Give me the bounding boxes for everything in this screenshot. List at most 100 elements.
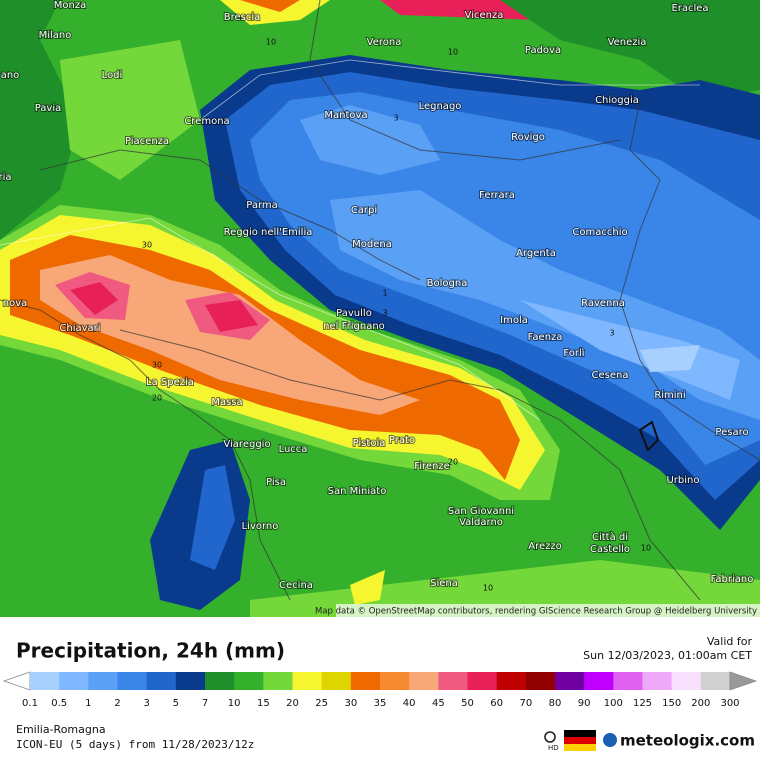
legend-swatch xyxy=(409,672,439,690)
legend-tick-label: 45 xyxy=(432,698,445,709)
city-label: Monza xyxy=(54,0,86,11)
contour-label: 10 xyxy=(266,38,276,47)
legend-tick-label: 200 xyxy=(691,698,710,709)
contour-label: 10 xyxy=(483,584,493,593)
region: Emilia-Romagna xyxy=(16,723,106,736)
valid-time: Sun 12/03/2023, 01:00am CET xyxy=(583,649,752,662)
city-label: Cremona xyxy=(184,116,229,127)
brand[interactable]: meteologix.com xyxy=(620,732,755,750)
legend-arrow-high xyxy=(729,671,758,691)
city-label: Castello xyxy=(590,544,630,555)
city-label: Ferrara xyxy=(479,190,515,201)
legend-arrow-low xyxy=(2,671,31,691)
city-label: Massa xyxy=(211,397,242,408)
city-label: Imola xyxy=(500,315,528,326)
city-label: Fabriano xyxy=(711,574,754,585)
city-label: Viareggio xyxy=(223,439,270,450)
city-label: Modena xyxy=(352,239,392,250)
legend-tick-label: 40 xyxy=(403,698,416,709)
hd[interactable]: HD xyxy=(548,744,559,752)
legend-swatch xyxy=(467,672,498,690)
legend-tick-label: 15 xyxy=(257,698,270,709)
legend-tick-label: 125 xyxy=(633,698,652,709)
city-label: San Miniato xyxy=(328,486,387,497)
legend-tick-label: 80 xyxy=(549,698,562,709)
city-label: Bologna xyxy=(427,278,468,289)
legend-tick-label: 35 xyxy=(374,698,387,709)
valid-label: Valid for xyxy=(707,635,753,648)
legend-swatch xyxy=(175,672,206,690)
legend-swatch xyxy=(496,672,527,690)
city-label: Piacenza xyxy=(125,136,169,147)
legend-tick-label: 5 xyxy=(173,698,179,709)
flag-gold xyxy=(564,744,596,751)
contour-label: 30 xyxy=(142,241,152,250)
city-label: ria xyxy=(0,172,12,183)
legend-swatch xyxy=(88,672,118,690)
attribution: Map data © OpenStreetMap contributors, r… xyxy=(315,607,757,617)
legend-swatch xyxy=(584,672,614,690)
city-label: Firenze xyxy=(414,461,450,472)
city-labels: Monza Brescia Vicenza Eraclea Milano Verona Pa… xyxy=(0,0,754,592)
legend-tick-label: 70 xyxy=(519,698,532,709)
legend-tick-label: 10 xyxy=(228,698,241,709)
contour-label: 3 xyxy=(609,329,614,338)
legend-swatch xyxy=(205,672,235,690)
legend-tick-label: 60 xyxy=(490,698,503,709)
legend-swatch xyxy=(380,672,410,690)
legend-swatch xyxy=(350,672,381,690)
legend-swatch xyxy=(438,672,468,690)
city-label: nova xyxy=(3,298,28,309)
city-label: Reggio nell'Emilia xyxy=(224,227,313,238)
city-label: Comacchio xyxy=(572,227,627,238)
legend-tick-label: 150 xyxy=(662,698,681,709)
city-label: Venezia xyxy=(608,37,647,48)
legend-tick-label: 100 xyxy=(604,698,623,709)
city-label: Pavia xyxy=(35,103,62,114)
city-label: Pistoia xyxy=(353,438,386,449)
contour-label: 3 xyxy=(382,309,387,318)
map: Monza Brescia Vicenza Eraclea Milano Verona Pa… xyxy=(0,0,760,617)
city-label: Vicenza xyxy=(465,10,504,21)
legend-swatch xyxy=(700,672,731,690)
city-label: Legnago xyxy=(419,101,462,112)
city-label: Brescia xyxy=(224,12,261,23)
legend-tick-label: 300 xyxy=(720,698,739,709)
legend-swatch xyxy=(59,672,89,690)
contour-label: 10 xyxy=(448,48,458,57)
legend-tick-label: 20 xyxy=(286,698,299,709)
city-label: Carpi xyxy=(351,205,377,216)
city-label: Argenta xyxy=(516,248,556,259)
legend-tick-label: 7 xyxy=(202,698,208,709)
city-label: Città di xyxy=(592,531,628,543)
city-label: ano xyxy=(1,70,20,81)
legend-swatch xyxy=(117,672,148,690)
model: ICON-EU (5 days) from 11/28/2023/12z xyxy=(16,738,254,751)
flag-black xyxy=(564,730,596,737)
city-label: Mantova xyxy=(324,110,367,121)
city-label: Cesena xyxy=(592,370,629,381)
city-label: nel Frignano xyxy=(323,321,385,332)
city-label: La Spezia xyxy=(146,377,194,388)
legend-swatch xyxy=(555,672,585,690)
city-label: Prato xyxy=(389,435,415,446)
brand-logo xyxy=(603,733,617,747)
legend-swatch xyxy=(263,672,293,690)
city-label: Rovigo xyxy=(511,132,545,143)
legend-swatch xyxy=(321,672,352,690)
city-label: Lodi xyxy=(102,70,123,81)
city-label: Pisa xyxy=(266,477,286,488)
zoom-icon[interactable] xyxy=(544,731,556,743)
legend-tick-label: 1 xyxy=(85,698,91,709)
city-label: Eraclea xyxy=(671,3,708,14)
city-label: Verona xyxy=(367,37,402,48)
contour-label: 10 xyxy=(641,544,651,553)
contour-labels: 10 10 3 30 1 3 30 20 20 3 10 10 xyxy=(142,38,651,593)
city-label: Faenza xyxy=(528,332,563,343)
city-label: Milano xyxy=(39,30,72,41)
legend-swatch xyxy=(642,672,673,690)
city-label: Valdarno xyxy=(459,517,503,528)
legend: 0.1 0.5 1 2 3 5 7 10 15 20 25 30 35 40 45 50 60 70 80 90 100… xyxy=(2,671,758,709)
legend-tick-label: 0.5 xyxy=(51,698,67,709)
